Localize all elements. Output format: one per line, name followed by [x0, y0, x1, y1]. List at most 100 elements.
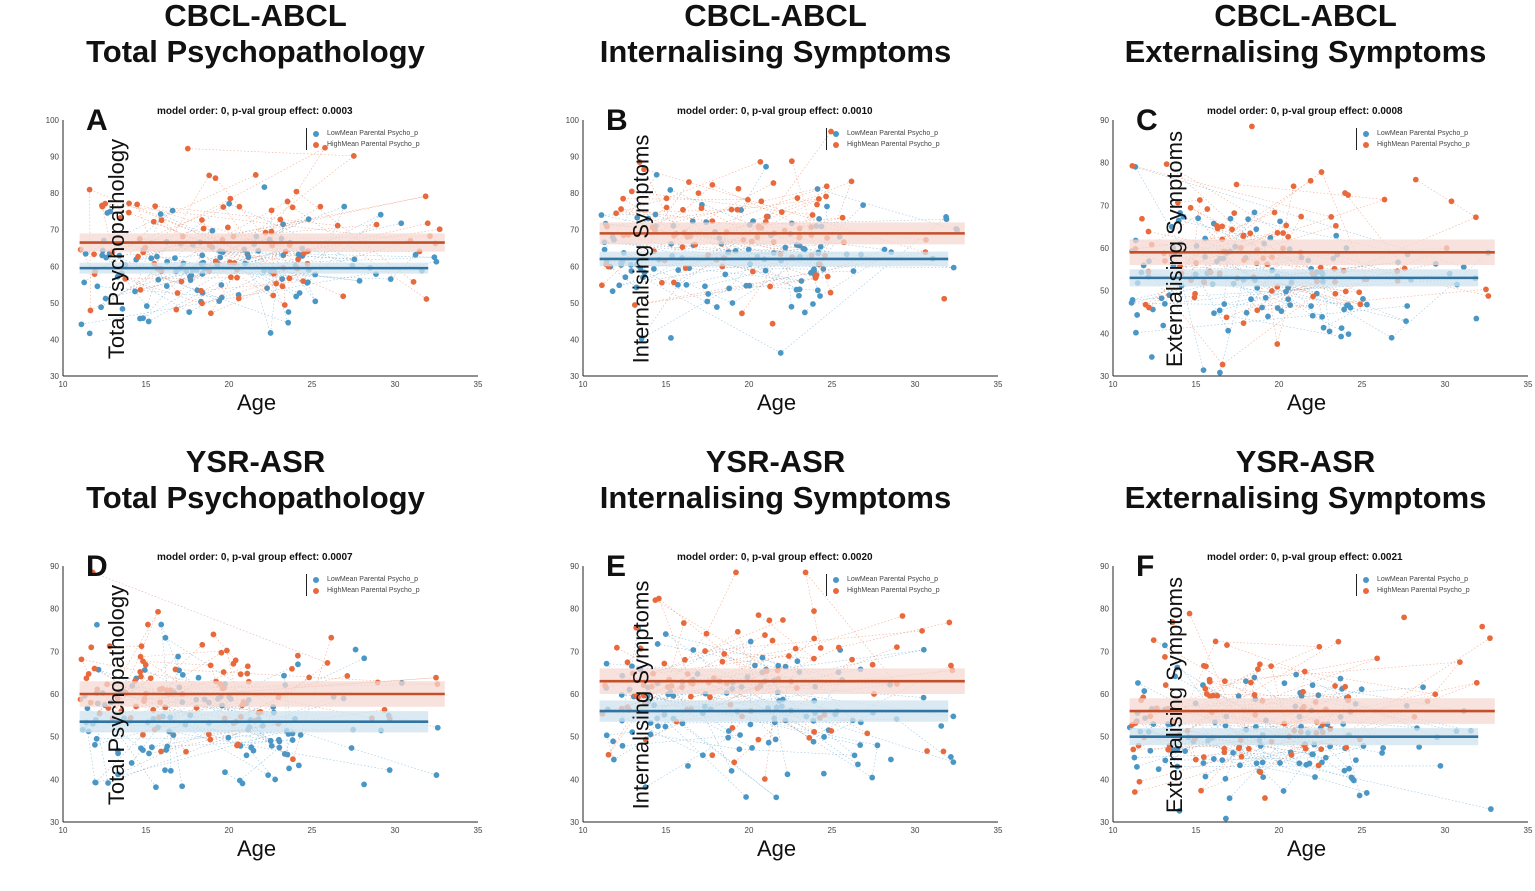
subject-trajectory [177, 155, 354, 294]
data-point [1360, 296, 1366, 302]
data-point [1374, 655, 1381, 662]
x-tick-label: 10 [579, 380, 588, 389]
subject-trajectory [1148, 271, 1223, 365]
data-point [637, 265, 644, 272]
data-point [1338, 325, 1345, 331]
panel-d: YSR-ASR Total Psychopathology 30 40 50 60 70 80… [0, 444, 511, 891]
panel-e: YSR-ASR Internalising Symptoms 30 40 50 60 70 8… [520, 444, 1031, 891]
data-point [938, 723, 945, 729]
data-point [802, 569, 809, 576]
subject-trajectory [239, 747, 280, 781]
data-point [1129, 162, 1136, 169]
data-point [788, 158, 795, 165]
data-point [116, 252, 123, 259]
subject-trajectory [1248, 218, 1408, 255]
data-point [920, 694, 927, 701]
data-point [695, 190, 702, 197]
data-point [236, 203, 243, 210]
legend-marker-icon [313, 130, 319, 137]
data-point [1296, 760, 1303, 767]
subject-trajectory [1166, 163, 1289, 238]
legend-marker-icon [313, 587, 319, 594]
data-point [663, 204, 670, 211]
data-point [107, 208, 114, 215]
x-tick-label: 30 [391, 826, 400, 835]
data-point [1260, 774, 1267, 781]
data-point [184, 145, 191, 152]
subject-trajectory [770, 276, 828, 287]
legend-label: LowMean Parental Psycho_p [327, 576, 419, 583]
data-point [725, 734, 732, 741]
subject-trajectory [105, 248, 303, 299]
subject-trajectory [283, 267, 286, 305]
y-axis-label: Internalising Symptoms [628, 134, 654, 364]
legend-item-low: LowMean Parental Psycho_p [833, 574, 940, 585]
subject-trajectory [1327, 688, 1343, 725]
data-point [125, 209, 132, 216]
chart-title-line2: Externalising Symptoms [1124, 480, 1487, 515]
subject-trajectory [81, 659, 89, 675]
data-point [93, 735, 100, 742]
data-point [230, 660, 237, 667]
y-tick-label: 40 [570, 335, 579, 344]
subject-trajectory [764, 678, 779, 780]
data-point [784, 771, 791, 778]
panel-f: YSR-ASR Externalising Symptoms 30 40 50 60 70 8… [1050, 444, 1535, 891]
data-point [1352, 757, 1359, 763]
data-point [828, 728, 835, 734]
y-tick-label: 70 [570, 647, 579, 656]
data-point [207, 736, 214, 743]
subject-trajectory [622, 734, 741, 747]
subject-trajectory [1177, 199, 1200, 203]
chart-title-line2: Total Psychopathology [86, 34, 425, 69]
data-point [670, 692, 677, 699]
data-point [352, 646, 359, 653]
subject-trajectory [741, 204, 818, 314]
model-stat-annotation: model order: 0, p-val group effect: 0.00… [1207, 552, 1403, 563]
subject-trajectory [190, 268, 205, 281]
data-point [778, 209, 785, 216]
subject-trajectory [95, 730, 287, 783]
data-point [1224, 642, 1230, 648]
subject-trajectory [749, 285, 818, 291]
data-point [1280, 788, 1287, 794]
data-point [680, 206, 686, 213]
data-point [276, 744, 283, 751]
data-point [218, 649, 225, 656]
data-point [603, 660, 610, 667]
data-point [1160, 322, 1167, 329]
data-point [1487, 635, 1493, 642]
data-point [1214, 225, 1221, 232]
x-tick-label: 20 [745, 826, 754, 835]
data-point [1223, 314, 1230, 321]
data-point [85, 670, 92, 677]
data-point [618, 206, 624, 212]
data-point [795, 292, 802, 299]
model-stat-annotation: model order: 0, p-val group effect: 0.00… [1207, 106, 1403, 117]
data-point [265, 772, 272, 779]
chart-title-line1: CBCL-ABCL [164, 0, 347, 33]
data-point [1148, 354, 1155, 360]
high-group-points [77, 569, 441, 763]
data-point [598, 282, 605, 289]
y-tick-label: 70 [570, 226, 579, 235]
y-tick-label: 60 [570, 690, 579, 699]
subject-trajectory [871, 745, 878, 778]
y-tick-label: 50 [50, 733, 59, 742]
subject-trajectory [253, 218, 309, 245]
subject-trajectory [631, 191, 813, 216]
x-tick-label: 15 [1192, 826, 1201, 835]
subject-trajectory [180, 218, 309, 245]
data-point [811, 728, 818, 735]
x-axis-label: Age [237, 836, 277, 861]
data-point [1288, 752, 1295, 758]
data-point [1245, 745, 1252, 752]
data-point [1134, 312, 1141, 318]
subject-trajectory [657, 643, 800, 673]
data-point [83, 675, 90, 682]
data-point [289, 737, 296, 743]
data-point [1253, 760, 1260, 767]
subject-trajectory [160, 723, 279, 752]
data-point [81, 279, 88, 286]
legend-item-high: HighMean Parental Psycho_p [1363, 139, 1470, 150]
